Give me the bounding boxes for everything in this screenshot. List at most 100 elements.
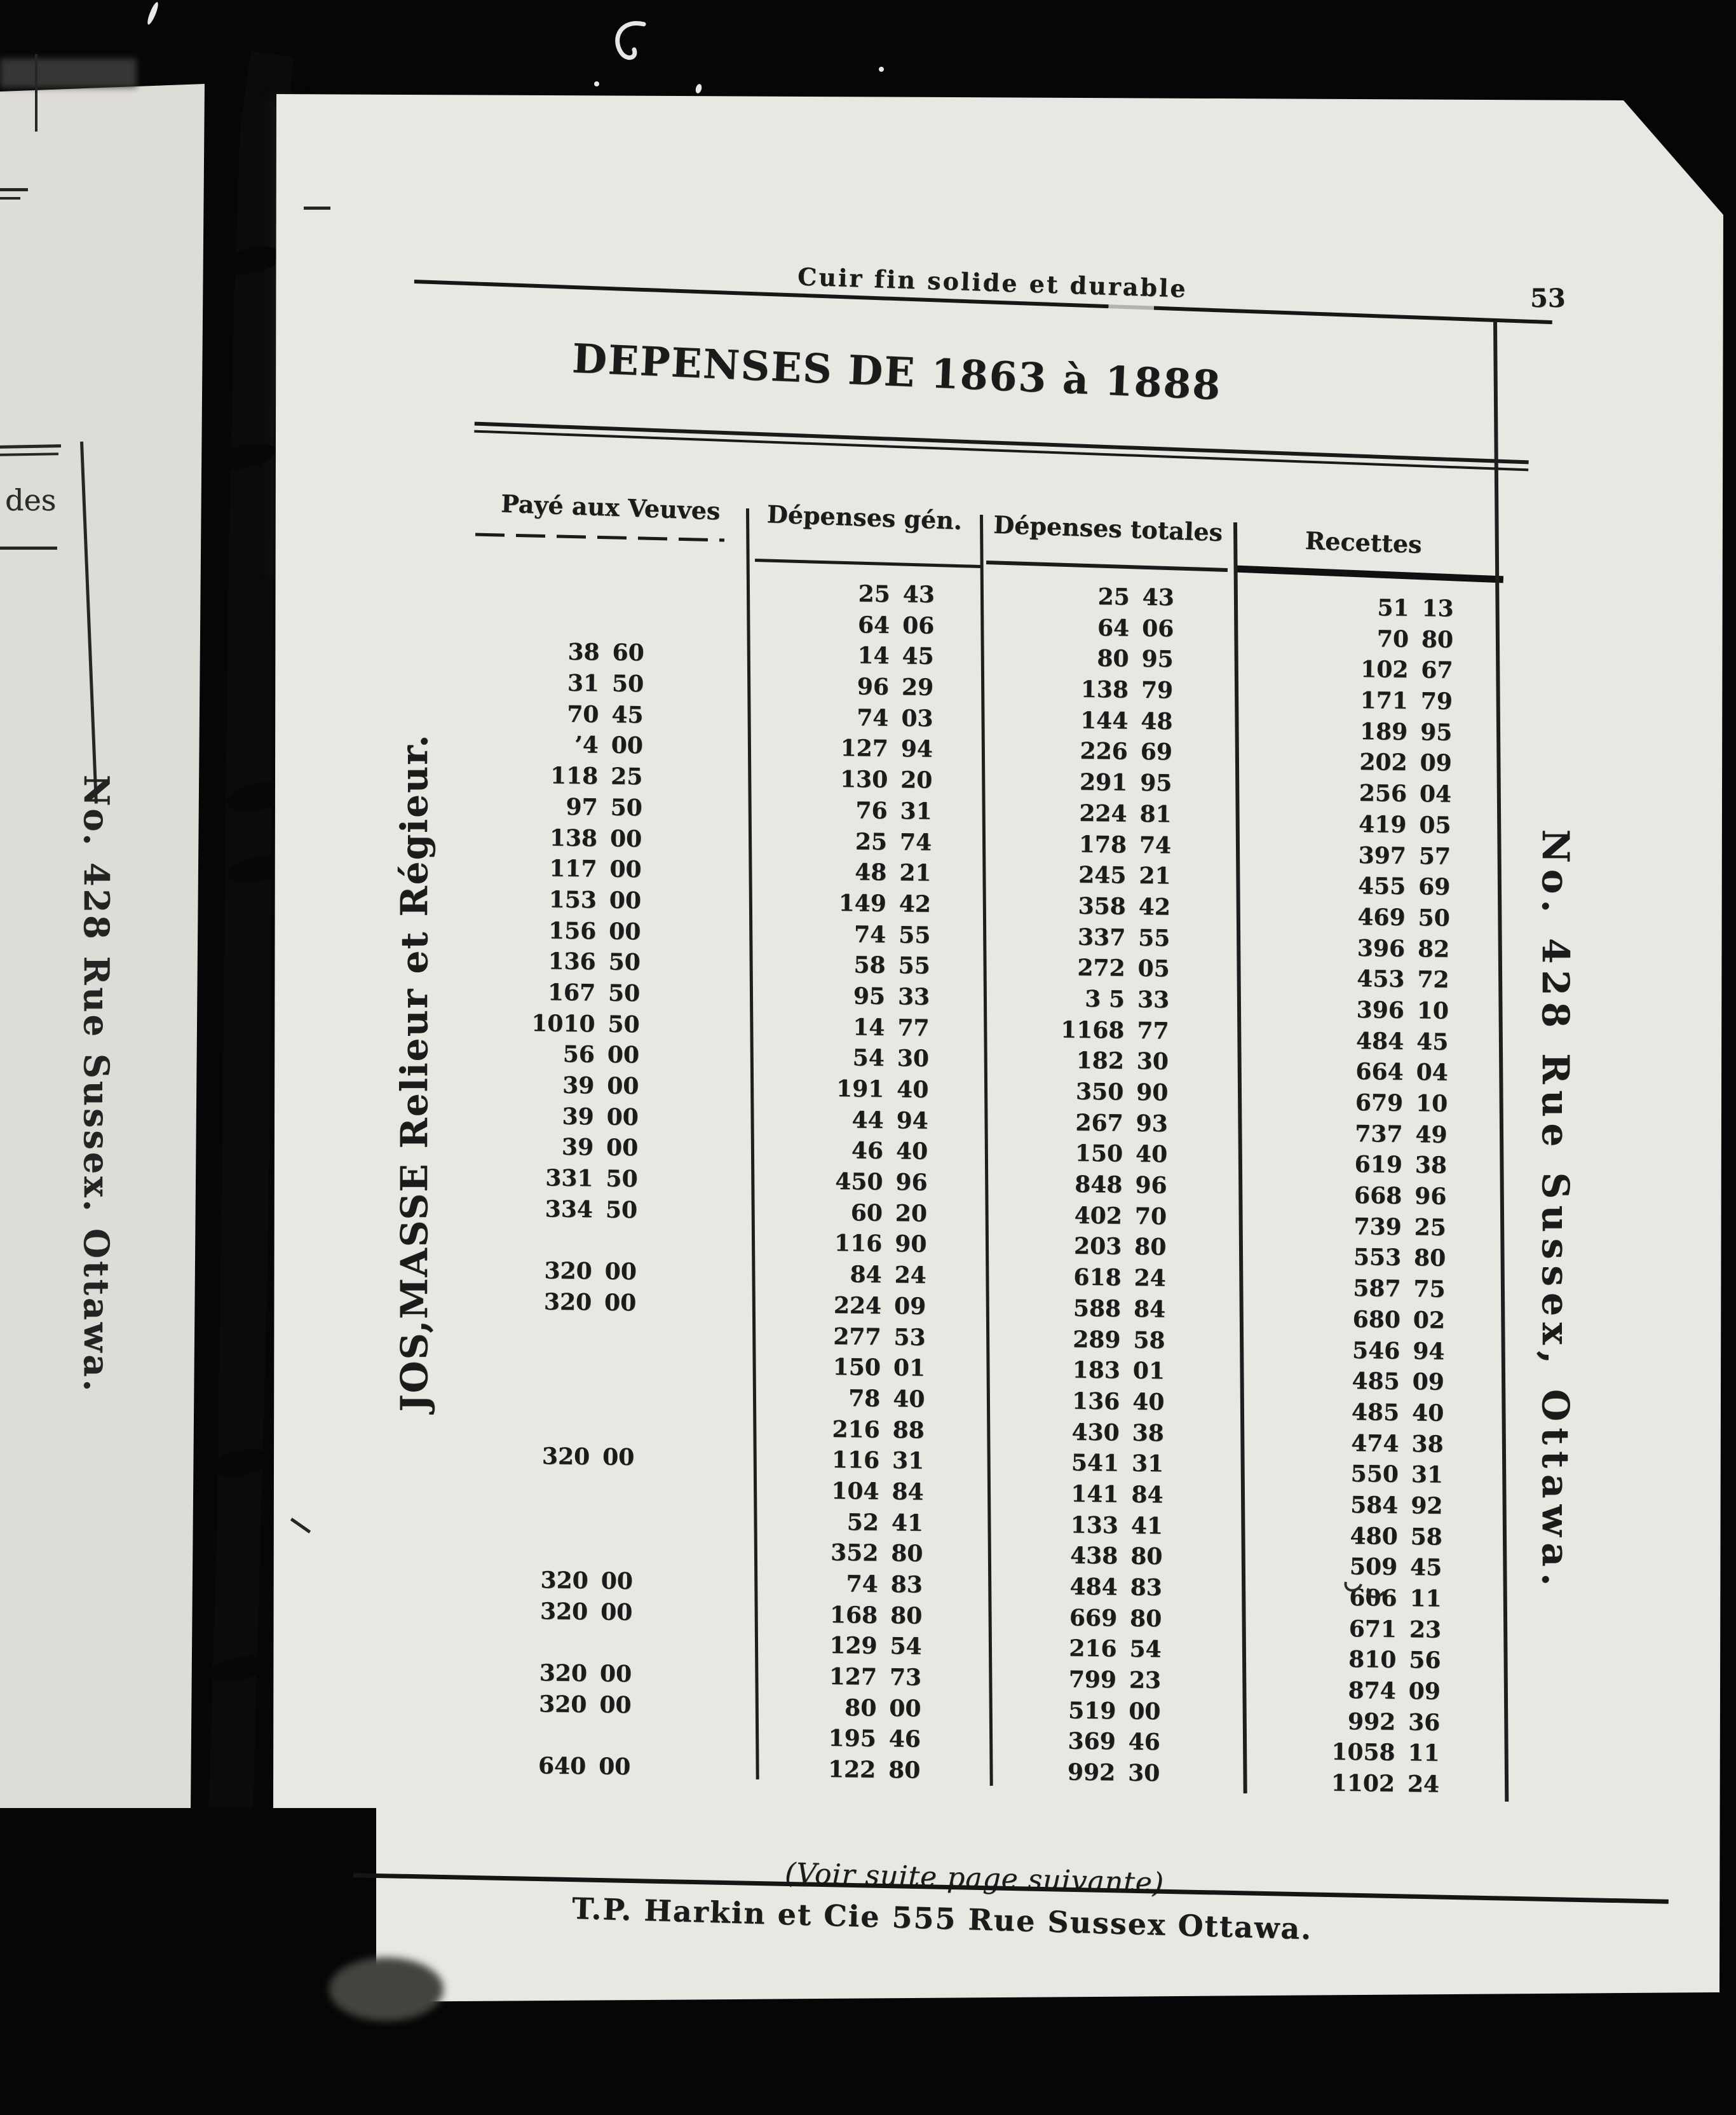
left-page-sliver [0, 84, 205, 1811]
cell-gen: 78 40 [848, 1385, 925, 1413]
cell-gen: 64 06 [857, 611, 935, 639]
cell-gen: 80 00 [844, 1694, 921, 1722]
cell-tot: 267 93 [1075, 1109, 1168, 1138]
cell-tot: 402 70 [1074, 1202, 1167, 1230]
cell-rec: 453 72 [1356, 965, 1449, 994]
cell-rec: 664 04 [1355, 1058, 1448, 1087]
scan-speck [1206, 102, 1214, 110]
cell-rec: 1058 11 [1331, 1739, 1440, 1767]
cell-rec: 737 49 [1354, 1120, 1448, 1148]
left-fragment-line [35, 54, 37, 132]
cell-tot: 80 95 [1097, 645, 1174, 673]
cell-paye: 138 00 [549, 824, 642, 852]
cell-rec: 584 92 [1350, 1491, 1443, 1520]
cell-paye: 31 50 [567, 669, 644, 698]
left-fragment-line [0, 547, 57, 550]
cell-tot: 1168 77 [1060, 1016, 1169, 1045]
cell-gen: 48 21 [855, 859, 932, 887]
left-page-text-fragment: des [5, 483, 57, 517]
cell-tot: 224 81 [1079, 799, 1172, 828]
cell-tot: 150 40 [1075, 1140, 1168, 1168]
scan-speck [695, 83, 703, 94]
cell-paye: 153 00 [548, 886, 642, 915]
cell-gen: 54 30 [852, 1044, 930, 1073]
cell-rec: 739 25 [1353, 1213, 1446, 1241]
cell-gen: 127 73 [829, 1663, 922, 1691]
cell-rec: 810 56 [1348, 1646, 1441, 1675]
left-fragment-line [0, 197, 20, 200]
cell-paye: 38 60 [567, 639, 644, 667]
cell-paye: 97 50 [566, 793, 642, 822]
cell-tot: 141 84 [1071, 1480, 1163, 1509]
cell-rec: 480 58 [1350, 1522, 1443, 1551]
cell-tot: 182 30 [1076, 1047, 1169, 1075]
cell-paye: 320 00 [544, 1257, 637, 1286]
cell-paye: 39 00 [562, 1103, 639, 1131]
cell-gen: 122 80 [827, 1756, 921, 1784]
cell-gen: 195 46 [828, 1725, 921, 1753]
table-body: 25 43 25 43 51 13 64 06 64 06 70 80 38 60 14 45 80 95 102 6… [459, 577, 1493, 1798]
cell-tot: 337 55 [1077, 923, 1170, 951]
cell-rec: 1102 24 [1331, 1769, 1440, 1798]
cell-paye: 320 00 [540, 1567, 634, 1595]
cell-gen: 277 53 [833, 1323, 926, 1351]
cell-rec: 546 94 [1352, 1336, 1445, 1365]
cell-gen: 352 80 [830, 1539, 923, 1568]
cell-paye: 117 00 [548, 855, 642, 883]
cell-tot: 430 38 [1071, 1418, 1164, 1446]
cell-tot: 799 23 [1068, 1666, 1162, 1694]
cell-tot: 25 43 [1097, 583, 1175, 611]
cell-paye: 320 00 [539, 1598, 633, 1626]
cell-gen: 96 29 [857, 673, 934, 701]
cell-rec: 51 13 [1377, 594, 1454, 622]
cell-rec: 70 80 [1376, 625, 1454, 653]
cell-paye: 56 00 [562, 1041, 640, 1069]
cell-gen: 95 33 [853, 983, 930, 1010]
cell-gen: 216 88 [832, 1415, 925, 1444]
page-number: 53 [1530, 283, 1566, 313]
cell-paye: 118 25 [550, 762, 643, 791]
cell-gen: 74 55 [853, 920, 931, 949]
cell-gen: 52 41 [846, 1508, 924, 1537]
cell-rec: 469 50 [1357, 903, 1450, 932]
cell-rec: 874 09 [1348, 1677, 1441, 1705]
cell-tot: 519 00 [1068, 1697, 1161, 1725]
cell-tot: 588 84 [1073, 1295, 1166, 1323]
cell-tot: 136 40 [1071, 1387, 1165, 1416]
cell-paye: 39 00 [562, 1071, 639, 1100]
cell-paye: 1010 50 [531, 1009, 640, 1038]
scan-speck [879, 67, 884, 72]
cell-tot: 245 21 [1078, 861, 1171, 890]
cell-gen: 74 83 [846, 1570, 923, 1598]
cell-paye: 320 00 [538, 1690, 632, 1718]
cell-tot: 216 54 [1069, 1635, 1162, 1663]
cell-rec: 419 05 [1358, 810, 1451, 839]
cell-paye: 39 00 [561, 1134, 639, 1162]
cell-paye: 156 00 [548, 917, 641, 945]
cell-gen: 224 09 [833, 1291, 926, 1320]
cell-tot: 618 24 [1073, 1263, 1166, 1292]
cell-gen: 116 90 [834, 1230, 927, 1258]
cell-tot: 669 80 [1069, 1604, 1162, 1633]
cell-tot: 178 74 [1078, 831, 1172, 859]
page-fragment-line [304, 207, 330, 210]
cell-gen: 74 03 [856, 704, 933, 732]
cell-gen: 168 80 [829, 1601, 923, 1629]
cell-tot: 848 96 [1074, 1171, 1167, 1199]
cell-gen: 25 43 [858, 580, 935, 608]
cell-rec: 484 45 [1355, 1027, 1449, 1056]
cell-gen: 150 01 [832, 1354, 926, 1382]
cell-rec: 619 38 [1354, 1151, 1448, 1180]
cell-paye: ’4 00 [574, 731, 644, 759]
cell-paye: 640 00 [538, 1752, 631, 1781]
cell-gen: 191 40 [836, 1075, 929, 1103]
cell-gen: 46 40 [851, 1137, 928, 1166]
left-margin-vertical-text: No. 428 Rue Sussex. Ottawa. [76, 774, 117, 1394]
cell-rec: 587 75 [1353, 1275, 1446, 1303]
cell-rec: 171 79 [1360, 687, 1453, 715]
scan-speck [1458, 122, 1465, 130]
cell-gen: 14 45 [857, 642, 934, 670]
cell-tot: 183 01 [1072, 1356, 1165, 1385]
cell-gen: 104 84 [831, 1477, 924, 1506]
